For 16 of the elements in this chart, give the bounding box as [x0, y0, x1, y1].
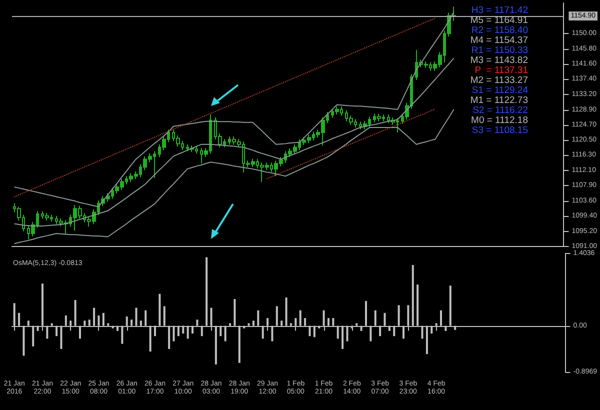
- annotation: S2 = 1116.22: [472, 105, 528, 116]
- annotation: M2 = 1133.27: [470, 75, 528, 86]
- annotation: R2 = 1158.40: [471, 25, 528, 36]
- annotation: M3 = 1143.82: [470, 55, 528, 66]
- annotation: S1 = 1129.24: [472, 85, 528, 96]
- annotation: M4 = 1154.37: [470, 35, 528, 46]
- annotation: M5 = 1164.91: [470, 15, 528, 26]
- annotation: P = 1137.31: [474, 65, 528, 76]
- annotation: M0 = 1112.18: [471, 115, 528, 126]
- annotation: H3 = 1171.42: [471, 5, 528, 16]
- candlestick: [45, 212, 49, 222]
- candlestick: [377, 113, 381, 122]
- annotation: S3 = 1108.15: [472, 125, 528, 136]
- annotation: R1 = 1150.33: [471, 45, 528, 56]
- annotation: M1 = 1122.73: [470, 95, 528, 106]
- candlestick: [335, 106, 339, 115]
